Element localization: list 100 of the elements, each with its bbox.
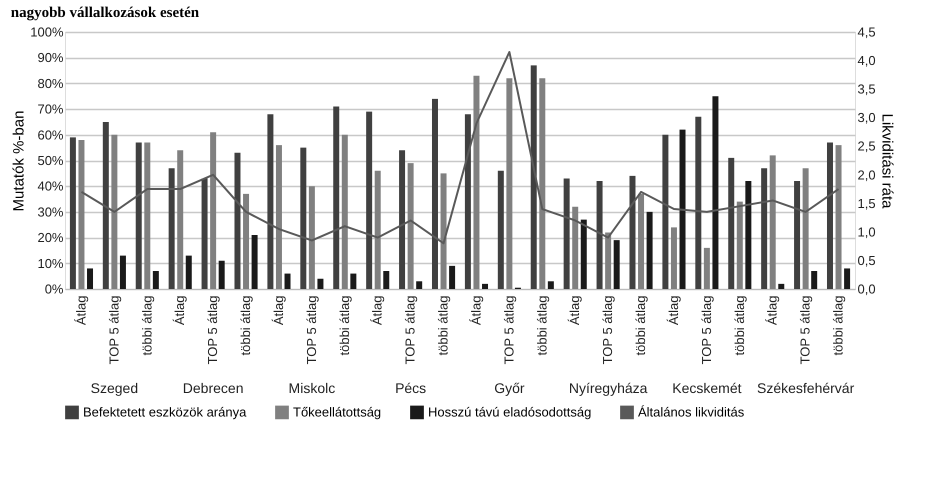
text: Szeged [90, 380, 138, 396]
bar [168, 168, 175, 289]
x-tick-label: többi átlag [238, 296, 254, 356]
bar [473, 76, 480, 289]
bar [580, 220, 587, 289]
bar [629, 176, 636, 289]
bar [745, 181, 752, 289]
x-tick-label: Átlag [764, 296, 780, 326]
x-tick-label: többi átlag [336, 296, 352, 356]
bar [152, 271, 159, 289]
bar [87, 268, 94, 289]
bar [432, 98, 438, 289]
x-tick-label: többi átlag [534, 296, 550, 356]
bar [638, 194, 644, 289]
bar [736, 202, 743, 289]
y-tick-label: 80% [37, 76, 64, 91]
x-tick-label: többi átlag [633, 296, 648, 356]
y2-tick-label: 3,5 [858, 82, 876, 97]
x-tick-label: TOP 5 átlag [798, 296, 813, 364]
bar [177, 150, 184, 289]
text: Győr [494, 380, 525, 396]
bar [680, 130, 686, 289]
bar [728, 158, 734, 289]
text: Pécs [395, 380, 426, 396]
bar [778, 284, 784, 289]
y2-tick-label: 4,0 [858, 53, 876, 68]
bar [243, 194, 250, 289]
x-tick-label: Átlag [172, 296, 188, 326]
bar [695, 116, 702, 289]
bar [614, 240, 620, 289]
bar [317, 278, 324, 289]
y-tick-label: 30% [37, 204, 64, 220]
y-tick-label: 10% [37, 256, 64, 271]
bar [548, 281, 554, 289]
bar [120, 256, 126, 289]
x-tick-label: Átlag [270, 296, 286, 326]
bar [572, 206, 578, 289]
bar [111, 134, 118, 289]
x-tick-label: TOP 5 átlag [402, 296, 418, 364]
legend-label: Hosszú távú eladósodottság [428, 404, 592, 420]
x-tick-label: TOP 5 átlag [205, 296, 220, 364]
bar [712, 96, 718, 289]
bar [333, 106, 340, 289]
y-tick-label: 100% [30, 24, 64, 40]
bar [482, 284, 488, 289]
bar [539, 78, 546, 289]
y-tick-label: 90% [37, 50, 64, 66]
y2-tick-label: 1,0 [858, 224, 876, 240]
bar [770, 155, 776, 289]
bar [449, 266, 456, 289]
bar [276, 145, 282, 289]
x-tick-label: Átlag [370, 296, 385, 326]
bar [252, 235, 258, 289]
bar [811, 271, 818, 289]
bar [794, 181, 800, 289]
y-tick-label: 50% [37, 153, 64, 168]
x-tick-label: Átlag [468, 296, 484, 326]
bar [186, 256, 192, 289]
bar [144, 142, 150, 289]
text: Miskolc [288, 380, 336, 396]
bar [704, 248, 710, 289]
bar [300, 148, 306, 289]
bar [844, 268, 850, 289]
bar [218, 260, 225, 289]
y2-axis-title: Likviditási ráta [878, 113, 896, 210]
y-tick-label: 70% [37, 102, 64, 117]
y2-tick-label: 2,5 [858, 138, 876, 154]
bar [761, 168, 768, 289]
bar [826, 142, 833, 289]
y2-tick-label: 0,5 [858, 252, 876, 268]
x-tick-label: többi átlag [436, 296, 451, 356]
bar [416, 281, 422, 289]
text: Székesfehérvár [756, 380, 855, 396]
bar [234, 152, 240, 289]
text: Debrecen [182, 380, 244, 396]
bar [350, 274, 356, 289]
bar [70, 137, 76, 289]
bar [506, 78, 512, 289]
bar [564, 178, 570, 289]
y-tick-label: 40% [37, 178, 64, 194]
bar [670, 227, 677, 289]
bar [308, 186, 315, 289]
y2-tick-label: 0,0 [858, 282, 876, 296]
x-tick-label: többi átlag [732, 296, 747, 356]
bar [802, 168, 809, 289]
y2-tick-label: 3,0 [858, 110, 876, 126]
bar [498, 170, 504, 289]
bar [383, 271, 390, 289]
line-series [80, 50, 840, 244]
chart-title: nagyobb vállalkozások esetén [10, 5, 200, 21]
bar [374, 170, 381, 289]
bar [605, 232, 612, 289]
x-tick-label: TOP 5 átlag [501, 296, 516, 364]
y2-tick-label: 2,0 [858, 167, 876, 182]
bar [102, 122, 109, 289]
bar [646, 212, 653, 289]
y-axis-title: Mutatók %-ban [10, 110, 28, 212]
bar [440, 173, 447, 289]
legend-label: Általános likviditás [638, 404, 745, 420]
bar [662, 134, 668, 289]
